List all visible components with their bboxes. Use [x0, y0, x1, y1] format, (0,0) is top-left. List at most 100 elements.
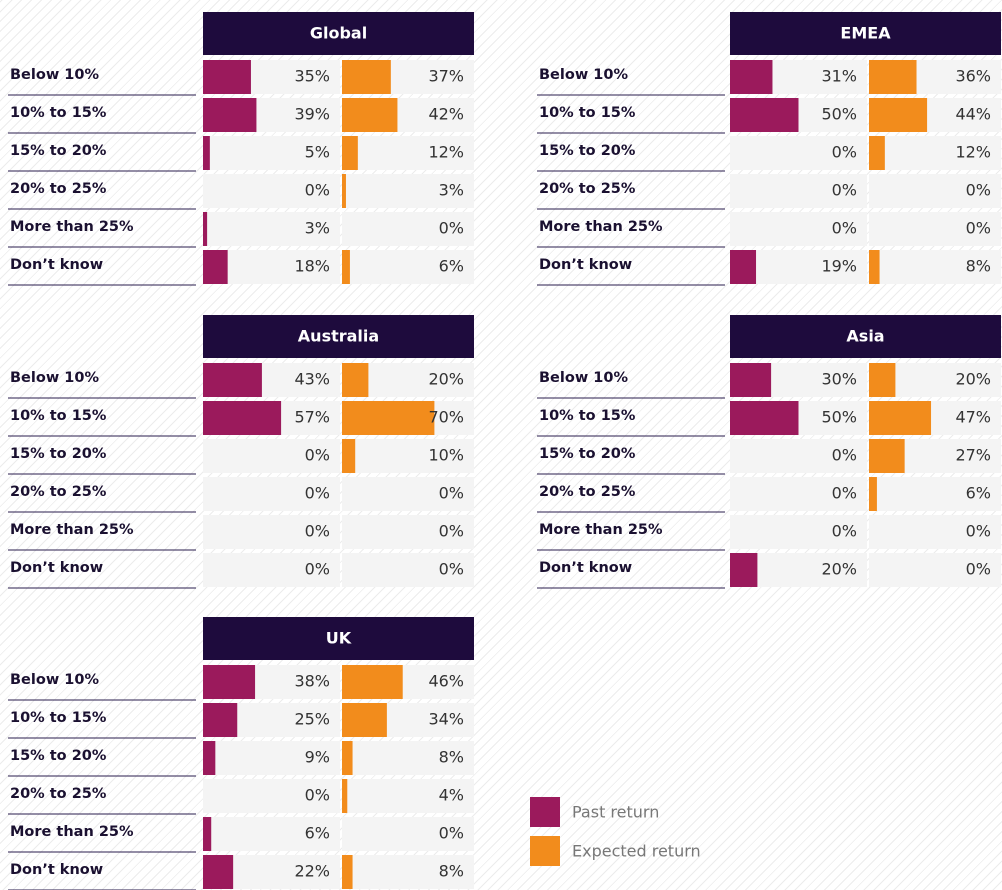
- cell-bg: [730, 439, 867, 473]
- row-label: More than 25%: [10, 824, 134, 840]
- bar: [342, 401, 435, 435]
- bar: [342, 741, 353, 775]
- row-label: Below 10%: [539, 370, 628, 386]
- bar: [730, 553, 758, 587]
- value-label: 10%: [428, 446, 464, 465]
- cell-bg: [203, 553, 340, 587]
- value-label: 6%: [305, 824, 330, 843]
- cell-bg: [342, 553, 474, 587]
- bar: [869, 439, 905, 473]
- bar: [869, 136, 885, 170]
- bar: [203, 136, 210, 170]
- value-label: 31%: [821, 67, 857, 86]
- bar: [203, 98, 257, 132]
- bar: [342, 136, 358, 170]
- bar: [342, 363, 369, 397]
- row-label: 20% to 25%: [10, 786, 107, 802]
- value-label: 42%: [428, 105, 464, 124]
- value-label: 6%: [439, 257, 464, 276]
- cell-bg: [342, 817, 474, 851]
- row-label: 20% to 25%: [10, 484, 107, 500]
- cell-bg: [730, 212, 867, 246]
- bar: [342, 665, 403, 699]
- cell-bg: [869, 212, 1001, 246]
- value-label: 39%: [294, 105, 330, 124]
- bar: [203, 60, 251, 94]
- bar: [869, 401, 932, 435]
- cell-bg: [342, 174, 474, 208]
- row-label: 15% to 20%: [10, 446, 107, 462]
- row-label: Don’t know: [539, 257, 632, 273]
- cell-bg: [342, 439, 474, 473]
- legend-label: Past return: [572, 803, 659, 822]
- value-label: 20%: [428, 370, 464, 389]
- cell-bg: [869, 174, 1001, 208]
- bar: [869, 60, 917, 94]
- row-label: More than 25%: [539, 219, 663, 235]
- cell-bg: [869, 250, 1001, 284]
- value-label: 4%: [439, 786, 464, 805]
- row-label: 20% to 25%: [539, 181, 636, 197]
- row-label: 10% to 15%: [539, 408, 636, 424]
- value-label: 0%: [305, 522, 330, 541]
- row-label: 15% to 20%: [10, 748, 107, 764]
- row-label: Below 10%: [10, 67, 99, 83]
- value-label: 0%: [439, 219, 464, 238]
- value-label: 0%: [305, 446, 330, 465]
- cell-bg: [730, 515, 867, 549]
- value-label: 9%: [305, 748, 330, 767]
- value-label: 8%: [439, 862, 464, 881]
- value-label: 5%: [305, 143, 330, 162]
- bar: [203, 363, 262, 397]
- row-label: 15% to 20%: [539, 446, 636, 462]
- cell-bg: [869, 477, 1001, 511]
- bar: [342, 703, 387, 737]
- row-label: Don’t know: [10, 257, 103, 273]
- value-label: 0%: [966, 219, 991, 238]
- value-label: 57%: [294, 408, 330, 427]
- row-label: Below 10%: [539, 67, 628, 83]
- cell-bg: [203, 779, 340, 813]
- bar: [342, 174, 346, 208]
- legend-swatch: [530, 836, 560, 866]
- cell-bg: [203, 212, 340, 246]
- cell-bg: [342, 515, 474, 549]
- value-label: 0%: [305, 786, 330, 805]
- cell-bg: [203, 136, 340, 170]
- row-label: 15% to 20%: [10, 143, 107, 159]
- cell-bg: [869, 553, 1001, 587]
- value-label: 47%: [955, 408, 991, 427]
- row-label: 20% to 25%: [10, 181, 107, 197]
- bar: [730, 363, 772, 397]
- cell-bg: [869, 515, 1001, 549]
- cell-bg: [342, 212, 474, 246]
- value-label: 3%: [305, 219, 330, 238]
- legend-label: Expected return: [572, 842, 701, 861]
- value-label: 50%: [821, 408, 857, 427]
- value-label: 0%: [439, 560, 464, 579]
- value-label: 0%: [966, 181, 991, 200]
- cell-bg: [342, 741, 474, 775]
- bar: [203, 212, 208, 246]
- panel-title: UK: [326, 629, 352, 648]
- value-label: 46%: [428, 672, 464, 691]
- value-label: 34%: [428, 710, 464, 729]
- value-label: 0%: [966, 560, 991, 579]
- row-label: More than 25%: [539, 522, 663, 538]
- value-label: 0%: [305, 181, 330, 200]
- value-label: 35%: [294, 67, 330, 86]
- row-label: 10% to 15%: [10, 105, 107, 121]
- value-label: 8%: [439, 748, 464, 767]
- value-label: 8%: [966, 257, 991, 276]
- cell-bg: [730, 477, 867, 511]
- bar: [342, 98, 398, 132]
- value-label: 22%: [294, 862, 330, 881]
- cell-bg: [203, 515, 340, 549]
- panel-header: [730, 315, 1001, 358]
- bar: [869, 250, 880, 284]
- value-label: 43%: [294, 370, 330, 389]
- cell-bg: [203, 174, 340, 208]
- value-label: 0%: [439, 824, 464, 843]
- cell-bg: [342, 136, 474, 170]
- value-label: 0%: [832, 522, 857, 541]
